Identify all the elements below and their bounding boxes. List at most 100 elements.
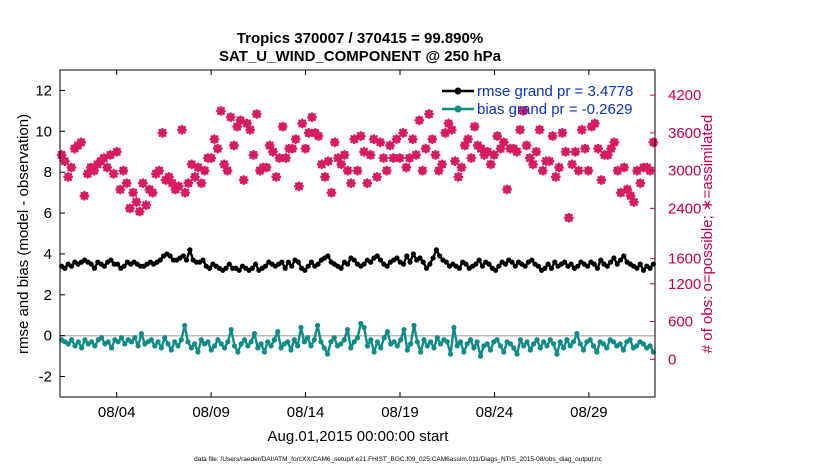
obs-point-marker xyxy=(66,162,77,173)
rmse-point xyxy=(617,257,624,263)
obs-point-marker xyxy=(411,149,421,160)
obs-point-marker xyxy=(453,172,464,182)
obs-point-marker xyxy=(307,112,317,123)
obs-point xyxy=(602,149,613,160)
bias-point xyxy=(175,343,181,349)
obs-point xyxy=(619,162,630,173)
obs-point-marker xyxy=(316,159,327,170)
legend-label-bias: bias grand pr = -0.2629 xyxy=(477,101,633,118)
bias-point xyxy=(271,337,277,343)
bias-point xyxy=(358,320,364,327)
obs-point-marker xyxy=(424,109,434,119)
rmse-point xyxy=(433,247,439,253)
obs-point xyxy=(111,146,122,157)
y2-tick-label: 600 xyxy=(668,314,693,331)
obs-point xyxy=(524,153,535,163)
obs-point-marker xyxy=(59,156,70,167)
bias-point xyxy=(88,339,95,345)
obs-point-marker xyxy=(359,146,369,157)
obs-point xyxy=(313,131,324,141)
obs-point xyxy=(547,131,558,141)
bias-point xyxy=(408,341,414,347)
obs-point xyxy=(134,206,145,217)
obs-point xyxy=(355,131,366,141)
bias-point xyxy=(188,345,194,351)
obs-point-marker xyxy=(485,159,496,170)
bias-series xyxy=(59,320,656,359)
rmse-point xyxy=(463,261,469,267)
obs-point xyxy=(606,143,617,154)
y-tick-label: 0 xyxy=(44,328,52,345)
obs-point xyxy=(560,146,571,157)
obs-point xyxy=(290,134,301,145)
obs-point-marker xyxy=(534,124,545,135)
chart-title: Tropics 370007 / 370415 = 99.890% xyxy=(237,30,483,47)
obs-point-marker xyxy=(268,146,278,157)
bias-point xyxy=(364,343,371,349)
obs-point xyxy=(589,118,600,129)
obs-point-marker xyxy=(635,178,646,189)
obs-point-marker xyxy=(625,190,636,201)
bias-point xyxy=(132,335,138,341)
legend-item-rmse: rmse grand pr = 3.4778 xyxy=(442,83,633,100)
obs-point xyxy=(222,165,233,176)
obs-point-marker xyxy=(606,143,617,154)
obs-point-marker xyxy=(547,131,558,141)
bias-point xyxy=(451,324,457,331)
bias-point xyxy=(72,343,78,349)
rmse-point xyxy=(437,253,443,259)
obs-point xyxy=(271,172,282,182)
obs-point xyxy=(362,178,373,189)
rmse-point xyxy=(282,265,288,271)
rmse-point xyxy=(384,263,390,269)
obs-point xyxy=(394,153,405,163)
obs-point xyxy=(502,184,512,195)
obs-point-marker xyxy=(466,153,477,163)
obs-point xyxy=(297,118,308,129)
obs-point xyxy=(440,127,451,138)
obs-point xyxy=(138,178,148,189)
rmse-point xyxy=(183,257,190,263)
obs-point xyxy=(56,149,67,160)
y2-tick-label: 2400 xyxy=(668,200,701,217)
rmse-point xyxy=(430,255,436,261)
obs-point-marker xyxy=(121,178,132,189)
obs-point xyxy=(333,153,343,163)
bias-point xyxy=(354,335,361,341)
obs-point xyxy=(281,153,291,163)
obs-point-marker xyxy=(339,149,350,160)
bias-point xyxy=(464,341,470,347)
obs-point-marker xyxy=(557,127,568,138)
rmse-point xyxy=(157,257,163,263)
rmse-point xyxy=(200,257,206,263)
chart-subtitle: SAT_U_WIND_COMPONENT @ 250 hPa xyxy=(219,48,502,65)
rmse-point xyxy=(249,265,255,271)
bias-point xyxy=(414,339,420,345)
obs-point-marker xyxy=(440,127,451,138)
obs-point xyxy=(329,137,340,148)
rmse-point xyxy=(88,261,94,267)
rmse-point xyxy=(473,261,479,267)
obs-point xyxy=(544,156,555,167)
rmse-point xyxy=(108,257,114,263)
bias-point xyxy=(275,329,281,335)
obs-point-marker xyxy=(320,172,330,182)
obs-point xyxy=(232,121,243,132)
obs-point-marker xyxy=(342,165,353,176)
rmse-point xyxy=(285,259,292,265)
rmse-point xyxy=(591,261,597,267)
bias-point xyxy=(620,347,627,353)
obs-point xyxy=(424,109,434,119)
bias-point xyxy=(278,345,284,351)
axes: -2 0 2 4 6 8 10 12 0 600 1200 1600 2400 3000 3600 4200 0… xyxy=(35,69,701,421)
obs-point xyxy=(404,153,415,163)
bias-point xyxy=(394,343,400,349)
obs-point-marker xyxy=(173,181,184,192)
obs-point xyxy=(131,197,142,207)
obs-point-marker xyxy=(108,168,119,179)
rmse-point xyxy=(512,263,518,269)
obs-point-marker xyxy=(583,165,594,176)
rmse-point xyxy=(91,265,98,271)
obs-point xyxy=(105,149,116,160)
obs-point xyxy=(456,162,467,173)
